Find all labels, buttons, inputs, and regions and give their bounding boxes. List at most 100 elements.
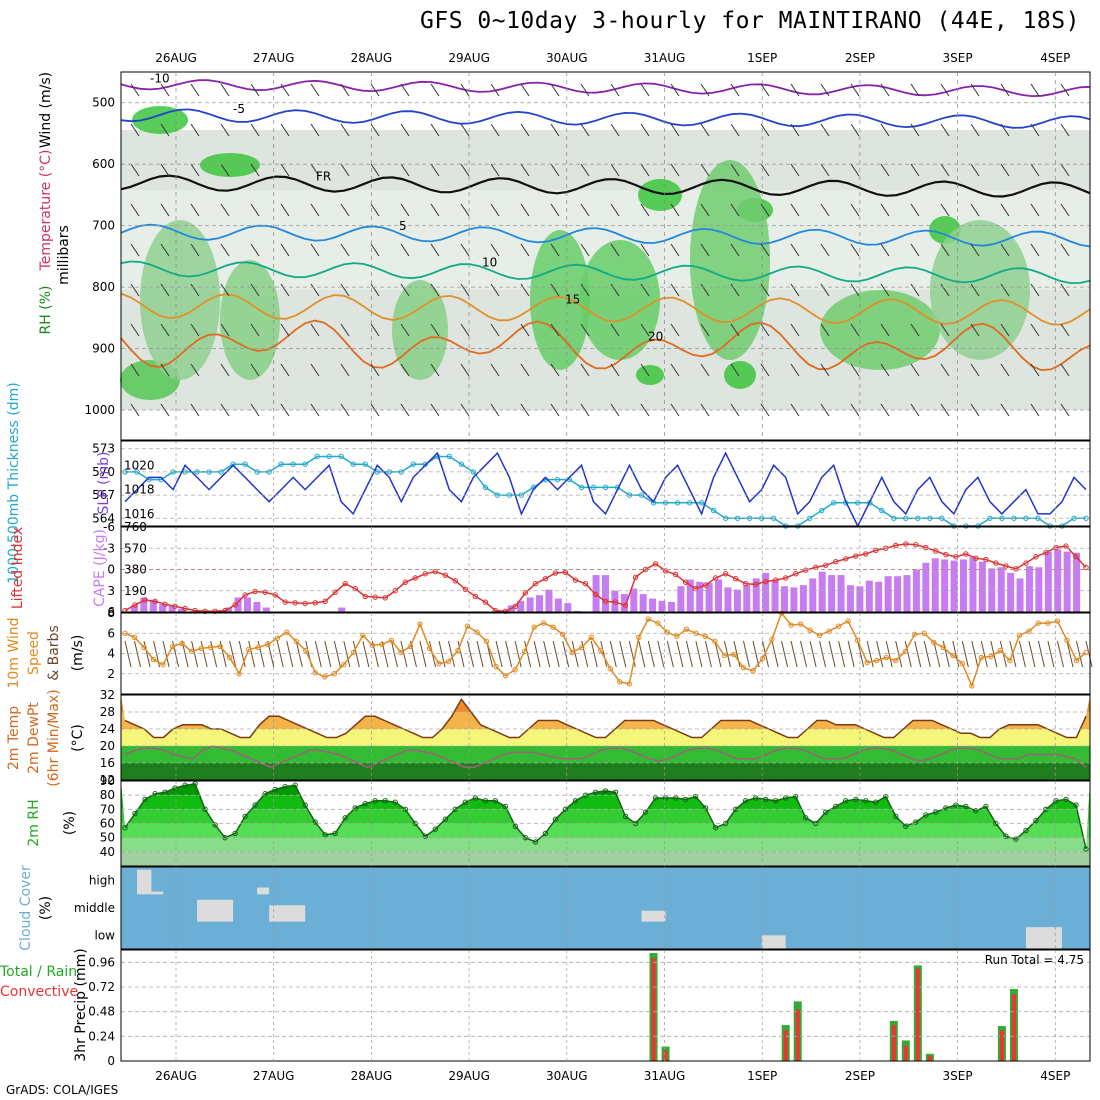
wind-barb — [340, 123, 350, 137]
wind-speed-line-point — [493, 663, 499, 670]
wind-barb-10m — [666, 640, 674, 668]
wind-barb — [460, 163, 470, 177]
wind-barb — [280, 123, 290, 137]
slp-line — [124, 451, 1087, 528]
wind-barb — [610, 283, 620, 297]
rh-line-point — [642, 809, 649, 815]
wind-barb — [790, 363, 800, 377]
wind-barb — [220, 83, 230, 97]
wind-barb — [460, 283, 470, 297]
wind-barb — [850, 203, 860, 217]
wind-barb — [190, 163, 200, 177]
wind-barb — [160, 123, 170, 137]
wind-barb — [760, 323, 770, 337]
wind-barb-10m — [248, 640, 256, 668]
rh-line-point — [622, 813, 629, 820]
wind-barb-10m — [552, 640, 560, 668]
rh-frame — [120, 780, 1091, 867]
y-tick-label: 1016 — [124, 507, 155, 521]
wind-speed-line-point — [274, 635, 280, 642]
wind-barb — [460, 323, 470, 337]
rh-line-point — [823, 809, 829, 815]
date-label-bottom: 1SEP — [747, 1069, 777, 1083]
wind-barb — [640, 243, 650, 257]
rh-line-point — [352, 805, 358, 811]
wind-barb — [130, 163, 140, 177]
cape-bar — [667, 601, 675, 612]
wind-barb — [370, 163, 380, 177]
precip-conv-bar — [795, 1009, 800, 1061]
cape-bar — [686, 579, 694, 612]
wind-barb — [550, 243, 560, 257]
date-label-bottom: 26AUG — [155, 1069, 197, 1083]
rh-line-point — [502, 803, 509, 810]
wind-barb-10m — [619, 640, 627, 668]
cape-bar — [875, 581, 883, 612]
wind-barb — [550, 323, 560, 337]
rh-band — [121, 809, 1090, 824]
wind-barb — [580, 123, 590, 137]
rh-mask — [121, 781, 1090, 849]
wind-barb — [880, 363, 890, 377]
wind-speed-line-point — [474, 629, 480, 635]
rh-line-point — [212, 822, 218, 828]
wind-barb — [220, 403, 230, 417]
wind-barb-10m — [238, 640, 246, 668]
wind-speed-line-point — [531, 624, 537, 630]
cape-bar — [1007, 572, 1015, 612]
cloud-bar-high — [137, 869, 152, 895]
wind-barb — [640, 323, 650, 337]
y-tick-label: 24 — [100, 722, 115, 736]
wind-barb — [430, 243, 440, 257]
y-tick-label: 1020 — [124, 458, 155, 472]
wind-barb-10m — [628, 640, 636, 668]
cape-bar — [818, 571, 826, 612]
wind-speed-line-point — [664, 629, 671, 635]
wind-barb — [820, 363, 830, 377]
lifted-index-line-point — [592, 591, 599, 597]
wind-barb — [1030, 363, 1040, 377]
wind-barb-10m — [134, 640, 142, 668]
precip-conv-bar — [891, 1025, 896, 1061]
lifted-index-line-point — [472, 593, 479, 600]
wind-barb — [280, 363, 290, 377]
wind-barb — [730, 283, 740, 297]
y-tick-label: 80 — [100, 788, 115, 802]
isotherm-label: -5 — [233, 102, 245, 116]
wind-speed-line-point — [141, 644, 147, 651]
wind-barb — [370, 323, 380, 337]
y-tick-label: 800 — [92, 280, 115, 294]
wind-barb — [970, 323, 980, 337]
wind-barb — [880, 323, 890, 337]
lifted-index-line-point — [732, 576, 739, 582]
rh-blob — [636, 365, 664, 385]
wind-barb — [670, 243, 680, 257]
date-label-top: 26AUG — [155, 51, 197, 65]
wind-barb-10m — [505, 640, 513, 668]
cape-bar — [922, 562, 930, 612]
isotherm-label: 20 — [648, 329, 663, 343]
cape-bar — [639, 594, 647, 612]
wind-barb — [670, 323, 680, 337]
y-tick-label: 700 — [92, 219, 115, 233]
wind-barb-10m — [704, 640, 712, 668]
wind-barb — [430, 283, 440, 297]
precip-label: 3hr Precip (mm) — [73, 948, 89, 1061]
cloud-bar-low — [1025, 927, 1062, 949]
wind-barb — [850, 163, 860, 177]
wind-barb — [820, 163, 830, 177]
wind-barb-10m — [457, 640, 465, 668]
thickness-line-point — [879, 507, 885, 514]
rh-line-point — [252, 802, 258, 808]
wind-speed-line-point — [464, 623, 471, 629]
wind-speed-line-point — [598, 647, 604, 654]
cloud-label: (%) — [38, 896, 54, 920]
lifted-index-line-point — [682, 579, 689, 585]
cape-bar — [1025, 566, 1033, 612]
cape-bar — [536, 595, 544, 612]
rh-line-point — [913, 819, 919, 825]
wind-barb — [820, 323, 830, 337]
cape-bar — [781, 586, 789, 612]
wind-barb — [640, 283, 650, 297]
wind-barb-10m — [543, 640, 551, 668]
